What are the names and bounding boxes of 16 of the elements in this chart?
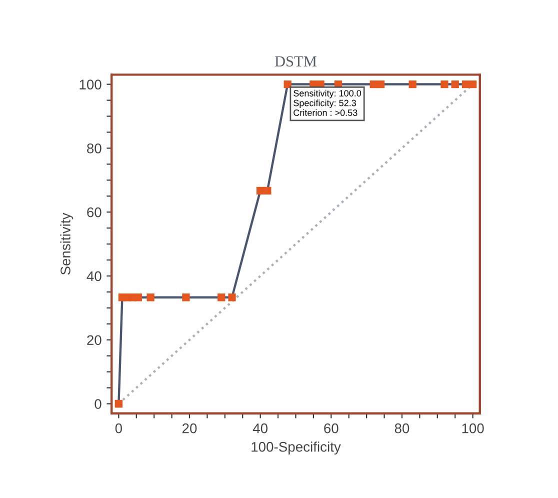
- y-tick-label: 100: [80, 80, 102, 90]
- y-tick-label: 60: [87, 207, 102, 218]
- x-tick-label: 0: [115, 423, 122, 434]
- x-tick-label: 20: [182, 423, 197, 434]
- chart-title: DSTM: [274, 56, 317, 67]
- y-tick-label: 20: [87, 335, 102, 346]
- x-axis-title: 100-Specificity: [252, 442, 341, 455]
- y-tick-label: 40: [86, 271, 102, 282]
- x-tick-label: 40: [252, 423, 268, 434]
- y-axis-title: Sensitivity: [60, 212, 74, 275]
- y-tick-label: 0: [94, 399, 102, 409]
- y-tick-label: 80: [87, 144, 102, 154]
- annotation: Sensitivity: 100.0 Specificity: 52.3 Criterion : >0.53: [294, 90, 362, 116]
- x-tick-label: 100: [462, 423, 484, 434]
- x-tick-label: 80: [394, 423, 410, 434]
- x-tick-label: 60: [324, 423, 338, 434]
